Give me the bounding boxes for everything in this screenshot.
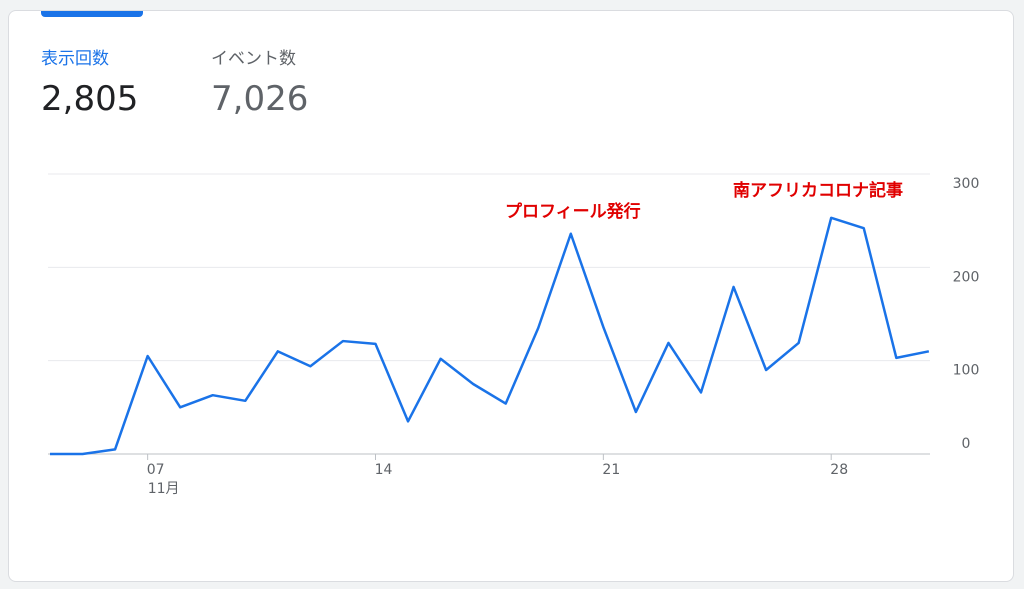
plot: 0 100 200 300 07 14 21 28 11月 (48, 173, 980, 497)
x-tick-label: 07 (147, 462, 165, 478)
metric-value: 7,026 (211, 79, 309, 119)
y-tick-label: 300 (953, 176, 980, 192)
metric-tab[interactable]: 表示回数 2,805 (41, 47, 138, 121)
x-month-label: 11月 (148, 481, 180, 497)
y-tick-label: 100 (953, 363, 980, 379)
metric-label: イベント数 (211, 49, 296, 69)
metric-tab[interactable]: イベント数 7,026 (211, 47, 308, 121)
annotation: プロフィール発行 (505, 201, 641, 222)
selected-tab-indicator (41, 11, 143, 17)
x-tick-label: 21 (602, 462, 620, 478)
card: 表示回数 2,805 イベント数 7,026 (8, 10, 1014, 582)
x-tick-label: 14 (375, 462, 393, 478)
metric-value: 2,805 (41, 79, 139, 119)
annotation: 南アフリカコロナ記事 (733, 180, 903, 201)
series-line (50, 216, 930, 456)
x-tick-label: 28 (830, 462, 848, 478)
metric-label: 表示回数 (41, 49, 109, 69)
y-tick-label: 200 (953, 269, 980, 285)
y-tick-label: 0 (962, 436, 971, 452)
